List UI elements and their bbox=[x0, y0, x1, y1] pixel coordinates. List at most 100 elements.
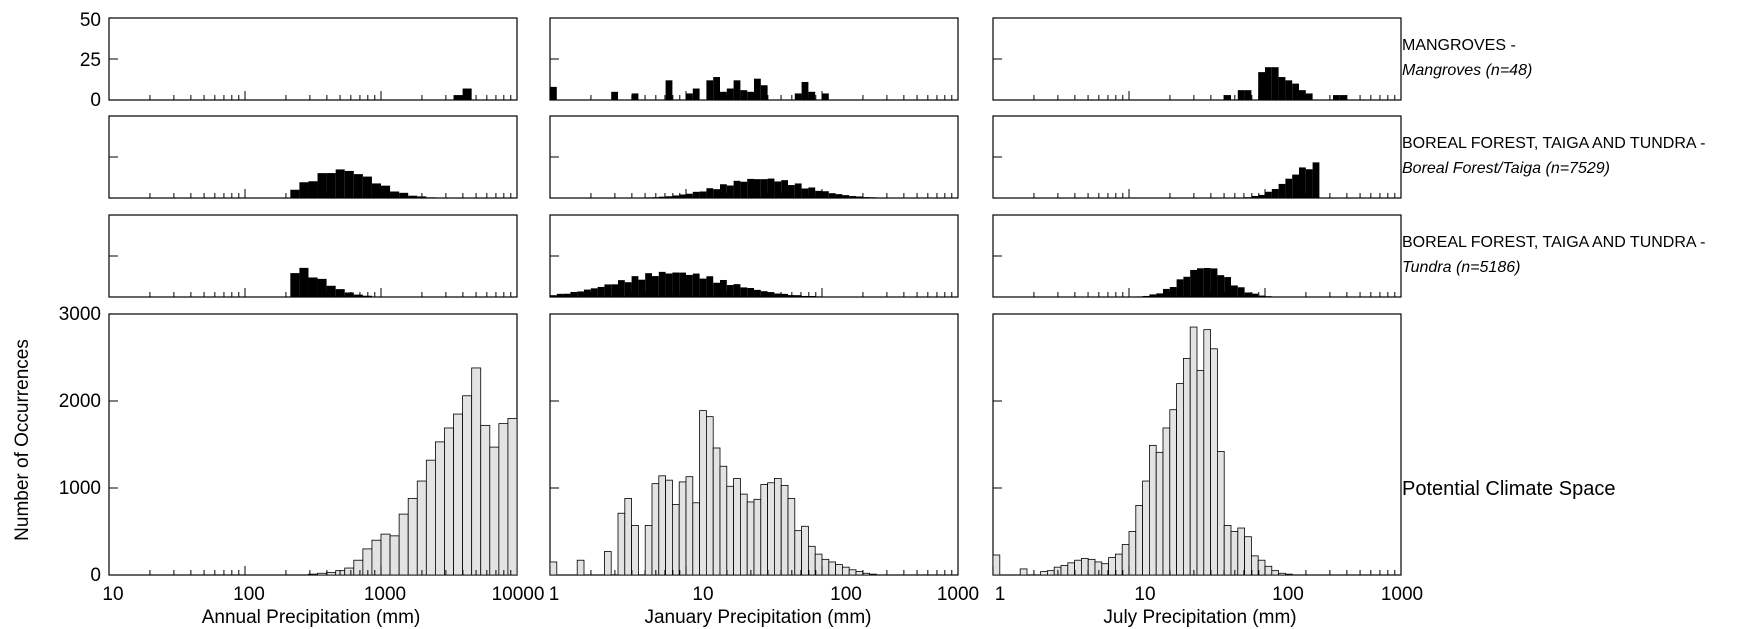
histogram-bar bbox=[1244, 536, 1252, 576]
histogram-bar bbox=[794, 530, 802, 576]
class-histogram-bar bbox=[726, 88, 734, 100]
class-histogram-bar bbox=[801, 295, 809, 297]
histogram-bar bbox=[480, 424, 491, 576]
class-histogram-bar bbox=[618, 280, 625, 297]
row-label-mangroves-1: MANGROVES - bbox=[1402, 37, 1516, 54]
class-histogram-bar bbox=[1292, 174, 1299, 198]
class-histogram-bar bbox=[1265, 191, 1272, 198]
xtick-col2-10: 10 bbox=[692, 584, 713, 605]
histogram-bar bbox=[828, 561, 836, 576]
histogram-bar bbox=[1196, 370, 1205, 576]
class-histogram-bar bbox=[706, 188, 714, 198]
histogram-bar bbox=[425, 459, 436, 576]
class-histogram-bar bbox=[1169, 287, 1177, 297]
class-histogram-bar bbox=[856, 196, 863, 198]
class-histogram-bar bbox=[1258, 295, 1265, 297]
class-histogram-bar bbox=[706, 80, 714, 100]
class-histogram-bar bbox=[686, 193, 693, 198]
class-histogram-bar bbox=[1305, 169, 1313, 198]
xtick-col1-1000: 1000 bbox=[364, 584, 406, 605]
xlabel-january: January Precipitation (mm) bbox=[644, 607, 871, 628]
class-histogram-bar bbox=[713, 282, 720, 297]
class-histogram-bar bbox=[740, 90, 748, 100]
class-histogram-bar bbox=[1135, 296, 1143, 297]
class-histogram-bar bbox=[740, 287, 748, 297]
histogram-bar bbox=[1264, 565, 1273, 576]
top-ytick-0: 0 bbox=[90, 90, 101, 111]
histogram-bar bbox=[1223, 525, 1232, 576]
class-histogram-bar bbox=[658, 271, 666, 297]
histogram-bar bbox=[1189, 326, 1198, 576]
class-histogram-bar bbox=[362, 176, 372, 198]
histogram-bar bbox=[1019, 568, 1028, 576]
class-histogram-bar bbox=[794, 183, 802, 198]
class-histogram-bar bbox=[713, 189, 720, 198]
histogram-bar bbox=[651, 483, 660, 576]
class-histogram-bar bbox=[692, 191, 700, 198]
histogram-bar bbox=[1081, 558, 1089, 576]
class-histogram-bar bbox=[631, 276, 639, 297]
class-histogram-bar bbox=[1237, 90, 1245, 100]
class-histogram-bar bbox=[290, 189, 300, 198]
class-histogram-bar bbox=[624, 282, 632, 297]
class-histogram-bar bbox=[584, 289, 591, 297]
class-histogram-bar bbox=[344, 292, 354, 297]
class-histogram-bar bbox=[1299, 167, 1306, 198]
class-histogram-bar bbox=[808, 187, 816, 198]
histogram-bar bbox=[862, 572, 870, 576]
class-histogram-bar bbox=[1285, 178, 1293, 198]
class-histogram-bar bbox=[371, 183, 381, 198]
class-histogram-bar bbox=[308, 181, 318, 198]
class-histogram-bar bbox=[754, 78, 761, 100]
class-histogram-bar bbox=[1285, 80, 1293, 100]
class-histogram-bar bbox=[665, 273, 673, 297]
histogram-bar bbox=[1183, 357, 1191, 576]
row-label-taiga-1: BOREAL FOREST, TAIGA AND TUNDRA - bbox=[1402, 135, 1705, 152]
histogram-bar bbox=[760, 484, 768, 576]
histogram-bar bbox=[869, 573, 877, 576]
class-histogram-bar bbox=[1333, 95, 1340, 100]
bottom-ytick-0: 0 bbox=[90, 565, 101, 586]
class-histogram-bar bbox=[1244, 197, 1252, 198]
histogram-bar bbox=[1115, 553, 1123, 576]
class-histogram-bar bbox=[1244, 292, 1252, 297]
panel-frame-r0-c0 bbox=[108, 17, 518, 101]
panel-frame-r1-c2 bbox=[992, 115, 1402, 199]
class-histogram-bar bbox=[862, 197, 870, 198]
class-histogram-bar bbox=[1265, 67, 1272, 100]
histogram-bar bbox=[726, 485, 734, 576]
histogram-bar bbox=[398, 513, 409, 576]
histogram-bar bbox=[712, 447, 721, 576]
histogram-bar bbox=[1108, 557, 1116, 576]
class-histogram-bar bbox=[317, 278, 327, 297]
class-histogram-bar bbox=[1197, 268, 1204, 297]
xtick-col2-100: 100 bbox=[830, 584, 862, 605]
class-histogram-bar bbox=[794, 93, 802, 100]
histogram-bar bbox=[1040, 571, 1048, 576]
histogram-bar bbox=[317, 572, 327, 576]
histogram-bar bbox=[746, 501, 755, 576]
class-histogram-bar bbox=[299, 267, 309, 297]
histogram-bar bbox=[576, 559, 585, 576]
class-histogram-bar bbox=[381, 185, 391, 198]
histogram-bar bbox=[631, 525, 639, 576]
histogram-bar bbox=[489, 446, 500, 576]
histogram-bar bbox=[855, 571, 864, 576]
class-histogram-bar bbox=[733, 80, 741, 100]
class-histogram-bar bbox=[1142, 295, 1150, 297]
class-histogram-bar bbox=[1156, 293, 1163, 297]
class-histogram-bar bbox=[788, 185, 795, 198]
histogram-bar bbox=[699, 410, 707, 576]
class-histogram-bar bbox=[754, 179, 761, 198]
histogram-bar bbox=[1251, 555, 1259, 576]
histogram-bar bbox=[604, 551, 612, 576]
class-histogram-bar bbox=[869, 197, 877, 198]
class-histogram-bar bbox=[326, 173, 336, 198]
histogram-bar bbox=[740, 493, 748, 576]
class-histogram-bar bbox=[774, 181, 782, 198]
class-histogram-bar bbox=[1149, 294, 1157, 297]
histogram-bar bbox=[842, 566, 850, 576]
histogram-bar bbox=[1149, 444, 1157, 576]
class-histogram-bar bbox=[1258, 72, 1265, 100]
